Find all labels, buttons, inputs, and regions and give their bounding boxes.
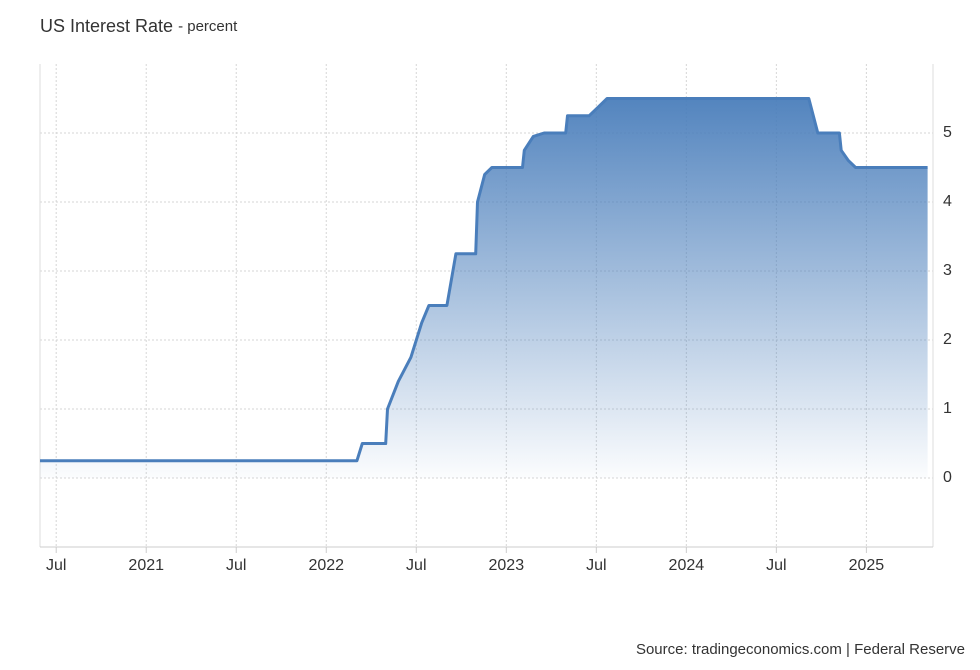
x-tick-label: Jul [226, 557, 246, 574]
x-tick-label: 2021 [128, 557, 164, 574]
line [40, 97, 928, 463]
title: US Interest Rate [40, 16, 173, 36]
y-tick-label: 3 [943, 262, 952, 279]
x-tick-label: Jul [586, 557, 606, 574]
y-tick-label: 5 [943, 124, 952, 141]
y-tick-label: 1 [943, 400, 952, 417]
x-tick-label: 2023 [489, 557, 525, 574]
y-tick-label: 4 [943, 193, 952, 210]
x-tick-label: Jul [46, 557, 66, 574]
x-tick-label: 2022 [308, 557, 344, 574]
y-tick-label: 0 [943, 469, 952, 486]
area [40, 98, 928, 478]
subtitle: - percent [178, 18, 238, 35]
x-tick-label: 2025 [849, 557, 885, 574]
y-tick-label: 2 [943, 331, 952, 348]
x-tick-label: Jul [406, 557, 426, 574]
x-tick-label: Jul [766, 557, 786, 574]
source: Source: tradingeconomics.com | Federal R… [636, 641, 965, 658]
chart-title: US Interest Rate - percent [40, 16, 238, 36]
x-tick-label: 2024 [669, 557, 705, 574]
